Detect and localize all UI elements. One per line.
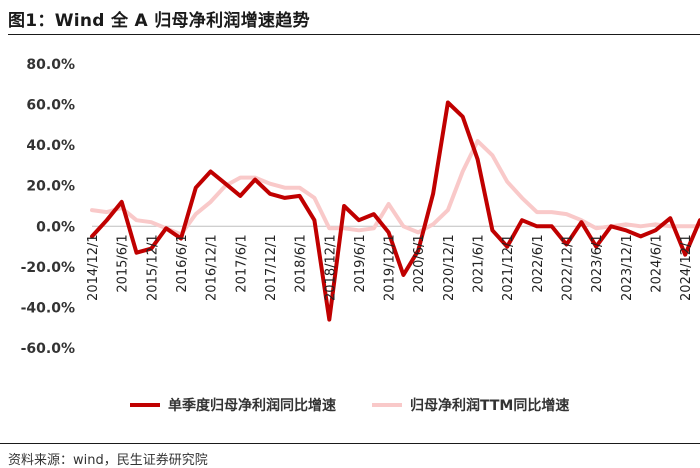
x-axis-labels: 2014/12/1 2015/6/1 2015/12/1 2016/6/1 2016/1… bbox=[86, 234, 694, 301]
y-axis-labels: 80.0% 60.0% 40.0% 20.0% 0.0% -20.0% -40.0% -60.… bbox=[21, 57, 75, 357]
y-tick-label: -40.0% bbox=[21, 300, 75, 316]
x-tick-label: 2024/6/1 bbox=[650, 234, 665, 292]
x-tick-label: 2022/6/1 bbox=[531, 234, 546, 292]
figure-title: 图1：Wind 全 A 归母净利润增速趋势 bbox=[8, 11, 310, 31]
x-tick-label: 2019/6/1 bbox=[353, 234, 368, 292]
x-tick-label: 2017/6/1 bbox=[234, 234, 249, 292]
legend-item-quarterly-label: 单季度归母净利润同比增速 bbox=[168, 397, 336, 414]
line-chart: 80.0% 60.0% 40.0% 20.0% 0.0% -20.0% -40.0% -60.… bbox=[21, 57, 700, 414]
x-tick-label: 2014/12/1 bbox=[86, 234, 101, 301]
x-tick-label: 2020/6/1 bbox=[412, 234, 427, 292]
x-tick-label: 2018/12/1 bbox=[323, 234, 338, 301]
x-tick-label: 2016/12/1 bbox=[205, 234, 220, 301]
x-tick-label: 2024/12/1 bbox=[679, 234, 694, 301]
series-lines bbox=[90, 100, 700, 322]
y-tick-label: -60.0% bbox=[21, 341, 75, 357]
x-tick-label: 2018/6/1 bbox=[294, 234, 309, 292]
x-tick-label: 2021/6/1 bbox=[472, 234, 487, 292]
y-tick-label: -20.0% bbox=[21, 260, 75, 276]
header-divider bbox=[8, 34, 700, 35]
y-tick-label: 20.0% bbox=[26, 179, 75, 195]
x-tick-label: 2016/6/1 bbox=[175, 234, 190, 292]
series-line-ttm bbox=[90, 139, 700, 237]
x-tick-label: 2017/12/1 bbox=[264, 234, 279, 301]
x-tick-label: 2015/12/1 bbox=[145, 234, 160, 301]
x-tick-label: 2015/6/1 bbox=[116, 234, 131, 292]
x-tick-label: 2021/12/1 bbox=[501, 234, 516, 301]
x-tick-label: 2023/6/1 bbox=[590, 234, 605, 292]
footer-divider bbox=[0, 443, 700, 444]
y-tick-label: 60.0% bbox=[26, 98, 75, 114]
x-tick-label: 2022/12/1 bbox=[561, 234, 576, 301]
x-tick-label: 2023/12/1 bbox=[620, 234, 635, 301]
figure-header: 图1：Wind 全 A 归母净利润增速趋势 bbox=[8, 4, 700, 35]
y-tick-label: 80.0% bbox=[26, 57, 75, 73]
legend: 单季度归母净利润同比增速 归母净利润TTM同比增速 bbox=[130, 397, 569, 414]
series-line-quarterly bbox=[90, 100, 700, 322]
x-tick-label: 2019/12/1 bbox=[383, 234, 398, 301]
x-tick-label: 2020/12/1 bbox=[442, 234, 457, 301]
source-note: 资料来源：wind，民生证券研究院 bbox=[8, 453, 208, 468]
y-tick-label: 40.0% bbox=[26, 138, 75, 154]
legend-item-ttm-label: 归母净利润TTM同比增速 bbox=[410, 397, 569, 414]
y-tick-label: 0.0% bbox=[36, 219, 75, 235]
